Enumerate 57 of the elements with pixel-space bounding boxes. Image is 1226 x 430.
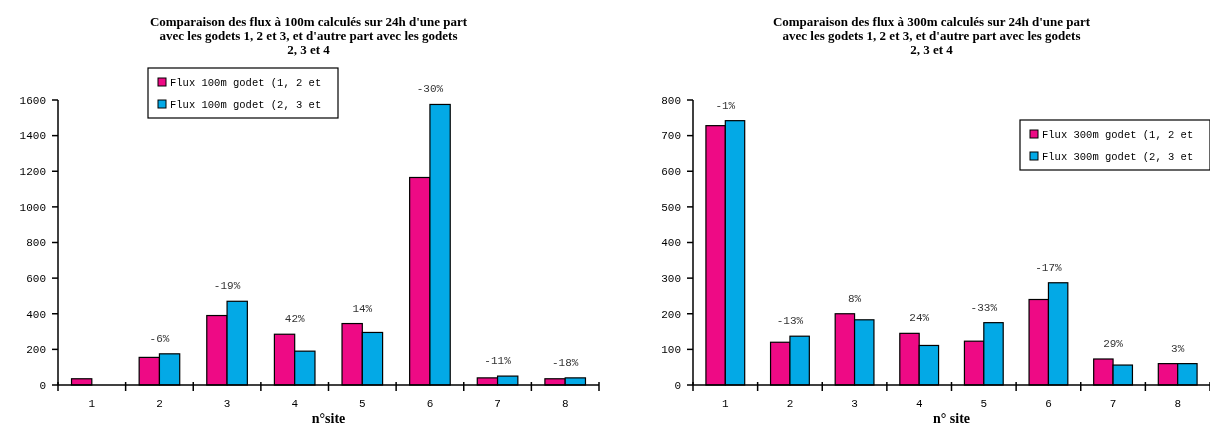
annotation: -17% (1035, 261, 1063, 274)
x-tick-label: 6 (426, 398, 434, 410)
x-tick-label: 1 (722, 398, 730, 410)
x-axis-title: n° site (932, 411, 971, 426)
chart-title: Comparaison des flux à 100m calculés sur 24h d'une part avec les godets 1, 2 et 3, et d'autre part avec les godets 2, 3 et 4 (149, 14, 468, 57)
y-tick-label: 0 (674, 379, 681, 392)
legend-label: Flux 300m godet (2, 3 et (1042, 151, 1194, 164)
y-tick-label: 700 (661, 130, 681, 143)
y-tick-label: 600 (26, 272, 46, 285)
y-tick-label: 1400 (19, 130, 46, 143)
y-tick-label: 800 (26, 237, 46, 250)
x-tick-label: 4 (915, 398, 923, 410)
chart-title: Comparaison des flux à 300m calculés sur 24h d'une part avec les godets 1, 2 et 3, et d'autre part avec les godets 2, 3 et 4 (772, 14, 1091, 57)
annotation: -13% (776, 315, 804, 328)
x-tick-label: 5 (359, 398, 366, 410)
x-tick-label: 7 (1109, 398, 1117, 410)
y-tick-label: 400 (661, 237, 681, 250)
x-tick-label: 8 (1174, 398, 1181, 410)
y-tick-label: 600 (661, 166, 681, 179)
annotation: -19% (213, 280, 241, 293)
annotation: -18% (551, 356, 579, 369)
x-tick-label: 5 (980, 398, 988, 410)
annotation: 42% (284, 313, 305, 326)
x-tick-label: 6 (1045, 398, 1052, 410)
annotation: -6% (149, 332, 170, 345)
x-axis-title: n°site (311, 411, 346, 426)
x-tick-label: 3 (851, 398, 858, 410)
annotation: -33% (970, 301, 998, 314)
annotation: 3% (1171, 342, 1185, 355)
annotation: -1% (715, 99, 736, 112)
legend-label: Flux 300m godet (1, 2 et (1042, 129, 1194, 142)
annotation: -11% (484, 355, 512, 368)
x-tick-label: 3 (223, 398, 231, 410)
annotation: -30% (416, 83, 444, 96)
y-tick-label: 1600 (19, 94, 46, 107)
annotation: 24% (909, 312, 930, 325)
x-tick-label: 2 (786, 398, 794, 410)
x-tick-label: 2 (156, 398, 163, 410)
x-tick-label: 8 (561, 398, 569, 410)
y-tick-label: 0 (39, 379, 46, 392)
legend-label: Flux 100m godet (1, 2 et (170, 77, 322, 90)
annotation: 8% (847, 292, 862, 305)
x-tick-label: 4 (291, 398, 299, 410)
annotation: 29% (1103, 337, 1124, 350)
legend-label: Flux 100m godet (2, 3 et (170, 99, 322, 112)
y-tick-label: 800 (661, 94, 681, 107)
x-tick-label: 7 (494, 398, 501, 410)
y-tick-label: 200 (26, 344, 46, 357)
y-tick-label: 200 (661, 308, 681, 321)
x-tick-label: 1 (88, 398, 96, 410)
y-tick-label: 300 (661, 272, 681, 285)
y-tick-label: 400 (26, 308, 46, 321)
y-tick-label: 1200 (19, 166, 46, 179)
y-tick-label: 100 (661, 344, 681, 357)
y-tick-label: 1000 (19, 201, 46, 214)
annotation: 14% (352, 302, 373, 315)
y-tick-label: 500 (661, 201, 681, 214)
